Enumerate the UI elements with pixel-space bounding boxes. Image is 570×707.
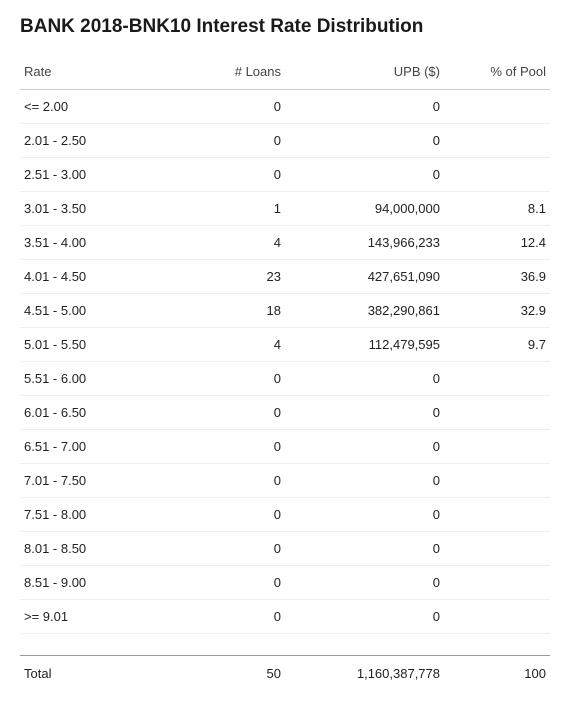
table-row: 6.51 - 7.0000 bbox=[20, 430, 550, 464]
table-row: 8.51 - 9.0000 bbox=[20, 566, 550, 600]
table-row: 8.01 - 8.5000 bbox=[20, 532, 550, 566]
cell-loans: 0 bbox=[179, 498, 285, 532]
cell-upb: 0 bbox=[285, 90, 444, 124]
table-row: 2.01 - 2.5000 bbox=[20, 124, 550, 158]
cell-upb: 0 bbox=[285, 396, 444, 430]
cell-loans: 0 bbox=[179, 464, 285, 498]
cell-rate: 8.01 - 8.50 bbox=[20, 532, 179, 566]
table-row: <= 2.0000 bbox=[20, 90, 550, 124]
cell-loans: 1 bbox=[179, 192, 285, 226]
cell-loans: 4 bbox=[179, 328, 285, 362]
table-total-row: Total501,160,387,778100 bbox=[20, 656, 550, 692]
cell-rate: 2.01 - 2.50 bbox=[20, 124, 179, 158]
table-row: 7.51 - 8.0000 bbox=[20, 498, 550, 532]
cell-upb: 0 bbox=[285, 430, 444, 464]
total-loans: 50 bbox=[179, 656, 285, 692]
cell-upb: 0 bbox=[285, 362, 444, 396]
cell-rate: 8.51 - 9.00 bbox=[20, 566, 179, 600]
cell-pct: 36.9 bbox=[444, 260, 550, 294]
cell-loans: 4 bbox=[179, 226, 285, 260]
cell-rate: 7.51 - 8.00 bbox=[20, 498, 179, 532]
cell-loans: 0 bbox=[179, 362, 285, 396]
cell-loans: 0 bbox=[179, 124, 285, 158]
cell-loans: 0 bbox=[179, 396, 285, 430]
cell-rate: >= 9.01 bbox=[20, 600, 179, 634]
cell-rate: 7.01 - 7.50 bbox=[20, 464, 179, 498]
cell-rate: 5.51 - 6.00 bbox=[20, 362, 179, 396]
cell-pct bbox=[444, 464, 550, 498]
column-header-loans: # Loans bbox=[179, 56, 285, 90]
page-title: BANK 2018-BNK10 Interest Rate Distributi… bbox=[20, 16, 550, 38]
table-row: 6.01 - 6.5000 bbox=[20, 396, 550, 430]
cell-upb: 0 bbox=[285, 566, 444, 600]
table-row: 3.51 - 4.004143,966,23312.4 bbox=[20, 226, 550, 260]
cell-pct: 32.9 bbox=[444, 294, 550, 328]
cell-loans: 0 bbox=[179, 566, 285, 600]
cell-upb: 0 bbox=[285, 498, 444, 532]
column-header-rate: Rate bbox=[20, 56, 179, 90]
table-row: 2.51 - 3.0000 bbox=[20, 158, 550, 192]
cell-rate: 4.01 - 4.50 bbox=[20, 260, 179, 294]
cell-pct: 12.4 bbox=[444, 226, 550, 260]
cell-rate: 4.51 - 5.00 bbox=[20, 294, 179, 328]
table-row: >= 9.0100 bbox=[20, 600, 550, 634]
cell-rate: 3.01 - 3.50 bbox=[20, 192, 179, 226]
cell-upb: 0 bbox=[285, 124, 444, 158]
cell-pct: 8.1 bbox=[444, 192, 550, 226]
table-row: 4.01 - 4.5023427,651,09036.9 bbox=[20, 260, 550, 294]
cell-rate: 6.51 - 7.00 bbox=[20, 430, 179, 464]
cell-loans: 23 bbox=[179, 260, 285, 294]
column-header-pct: % of Pool bbox=[444, 56, 550, 90]
total-label: Total bbox=[20, 656, 179, 692]
cell-rate: 5.01 - 5.50 bbox=[20, 328, 179, 362]
cell-pct: 9.7 bbox=[444, 328, 550, 362]
table-row: 3.01 - 3.50194,000,0008.1 bbox=[20, 192, 550, 226]
cell-upb: 0 bbox=[285, 464, 444, 498]
cell-loans: 0 bbox=[179, 600, 285, 634]
cell-rate: <= 2.00 bbox=[20, 90, 179, 124]
column-header-upb: UPB ($) bbox=[285, 56, 444, 90]
cell-rate: 6.01 - 6.50 bbox=[20, 396, 179, 430]
total-pct: 100 bbox=[444, 656, 550, 692]
cell-upb: 112,479,595 bbox=[285, 328, 444, 362]
cell-rate: 3.51 - 4.00 bbox=[20, 226, 179, 260]
cell-pct bbox=[444, 430, 550, 464]
table-row: 4.51 - 5.0018382,290,86132.9 bbox=[20, 294, 550, 328]
cell-pct bbox=[444, 90, 550, 124]
cell-upb: 94,000,000 bbox=[285, 192, 444, 226]
cell-pct bbox=[444, 600, 550, 634]
table-header-row: Rate # Loans UPB ($) % of Pool bbox=[20, 56, 550, 90]
cell-upb: 0 bbox=[285, 600, 444, 634]
cell-pct bbox=[444, 566, 550, 600]
cell-loans: 18 bbox=[179, 294, 285, 328]
cell-rate: 2.51 - 3.00 bbox=[20, 158, 179, 192]
cell-pct bbox=[444, 158, 550, 192]
rate-distribution-table: Rate # Loans UPB ($) % of Pool <= 2.0000… bbox=[20, 56, 550, 691]
cell-pct bbox=[444, 124, 550, 158]
cell-upb: 0 bbox=[285, 532, 444, 566]
cell-loans: 0 bbox=[179, 430, 285, 464]
table-row: 5.51 - 6.0000 bbox=[20, 362, 550, 396]
cell-pct bbox=[444, 532, 550, 566]
cell-upb: 143,966,233 bbox=[285, 226, 444, 260]
total-upb: 1,160,387,778 bbox=[285, 656, 444, 692]
cell-loans: 0 bbox=[179, 90, 285, 124]
table-row: 7.01 - 7.5000 bbox=[20, 464, 550, 498]
table-row: 5.01 - 5.504112,479,5959.7 bbox=[20, 328, 550, 362]
cell-pct bbox=[444, 362, 550, 396]
cell-upb: 382,290,861 bbox=[285, 294, 444, 328]
cell-upb: 0 bbox=[285, 158, 444, 192]
cell-loans: 0 bbox=[179, 532, 285, 566]
cell-pct bbox=[444, 498, 550, 532]
cell-pct bbox=[444, 396, 550, 430]
cell-loans: 0 bbox=[179, 158, 285, 192]
cell-upb: 427,651,090 bbox=[285, 260, 444, 294]
